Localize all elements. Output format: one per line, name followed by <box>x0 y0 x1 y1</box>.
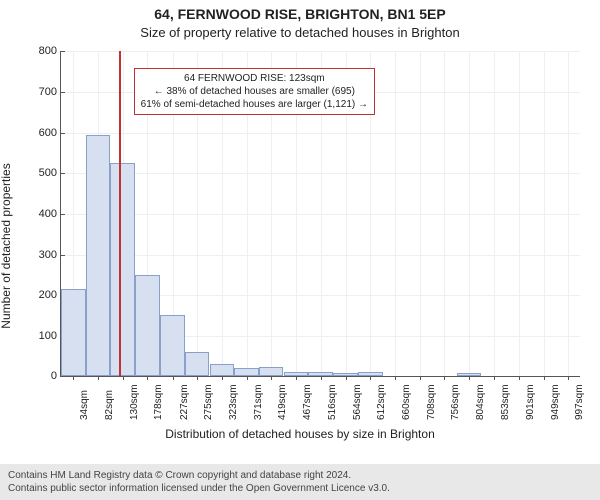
y-tick-label: 500 <box>39 167 61 179</box>
x-tick-mark <box>494 376 495 380</box>
x-tick-mark <box>395 376 396 380</box>
x-tick-label: 467sqm <box>300 385 313 421</box>
y-axis-label: Number of detached properties <box>0 164 13 329</box>
y-tick-label: 700 <box>39 86 61 98</box>
histogram-bar <box>160 315 185 376</box>
histogram-bar <box>86 135 111 377</box>
histogram-bar <box>135 275 160 377</box>
gridline-v <box>544 51 545 376</box>
y-tick-label: 0 <box>51 370 61 382</box>
y-tick-label: 200 <box>39 289 61 301</box>
y-tick-label: 800 <box>39 45 61 57</box>
info-box-line: 61% of semi-detached houses are larger (… <box>141 98 368 111</box>
gridline-v <box>420 51 421 376</box>
y-tick-label: 100 <box>39 330 61 342</box>
footer-line-1: Contains HM Land Registry data © Crown c… <box>8 469 592 482</box>
x-tick-label: 516sqm <box>325 385 338 421</box>
histogram-bar <box>185 352 210 376</box>
x-tick-label: 804sqm <box>473 385 486 421</box>
x-tick-label: 564sqm <box>350 385 363 421</box>
x-tick-mark <box>73 376 74 380</box>
histogram-bar <box>284 372 309 377</box>
x-tick-mark <box>568 376 569 380</box>
page-title: 64, FERNWOOD RISE, BRIGHTON, BN1 5EP <box>10 6 590 24</box>
x-tick-mark <box>123 376 124 380</box>
x-tick-mark <box>346 376 347 380</box>
info-box-line: ← 38% of detached houses are smaller (69… <box>141 85 368 98</box>
x-tick-label: 660sqm <box>399 385 412 421</box>
x-tick-mark <box>321 376 322 380</box>
x-tick-label: 997sqm <box>572 385 585 421</box>
histogram-bar <box>333 373 358 376</box>
x-tick-label: 275sqm <box>201 385 214 421</box>
y-tick-label: 600 <box>39 127 61 139</box>
histogram-bar <box>259 367 284 376</box>
page-subtitle: Size of property relative to detached ho… <box>10 25 590 42</box>
x-tick-mark <box>197 376 198 380</box>
figure-container: 64, FERNWOOD RISE, BRIGHTON, BN1 5EP Siz… <box>0 0 600 500</box>
y-tick-label: 300 <box>39 249 61 261</box>
x-tick-label: 130sqm <box>127 385 140 421</box>
x-tick-label: 901sqm <box>523 385 536 421</box>
footer-line-2: Contains public sector information licen… <box>8 482 592 495</box>
x-tick-label: 853sqm <box>498 385 511 421</box>
x-tick-label: 371sqm <box>251 385 264 421</box>
y-tick-label: 400 <box>39 208 61 220</box>
gridline-v <box>494 51 495 376</box>
x-tick-label: 612sqm <box>374 385 387 421</box>
x-tick-mark <box>271 376 272 380</box>
gridline-v <box>469 51 470 376</box>
info-box-line: 64 FERNWOOD RISE: 123sqm <box>141 72 368 85</box>
x-tick-label: 419sqm <box>275 385 288 421</box>
x-tick-mark <box>173 376 174 380</box>
chart-area: Number of detached properties 0100200300… <box>10 45 590 447</box>
x-tick-mark <box>444 376 445 380</box>
x-tick-label: 178sqm <box>151 385 164 421</box>
x-tick-mark <box>247 376 248 380</box>
histogram-bar <box>61 289 86 376</box>
x-tick-label: 82sqm <box>102 390 115 420</box>
x-tick-mark <box>98 376 99 380</box>
histogram-bar <box>308 372 333 376</box>
x-tick-mark <box>420 376 421 380</box>
gridline-v <box>519 51 520 376</box>
x-tick-mark <box>296 376 297 380</box>
x-tick-label: 323sqm <box>226 385 239 421</box>
histogram-bar <box>110 163 135 376</box>
x-tick-mark <box>544 376 545 380</box>
x-tick-label: 949sqm <box>548 385 561 421</box>
x-tick-mark <box>370 376 371 380</box>
histogram-bar <box>457 373 482 376</box>
gridline-v <box>444 51 445 376</box>
histogram-bar <box>358 372 383 376</box>
x-tick-mark <box>519 376 520 380</box>
x-tick-mark <box>222 376 223 380</box>
info-box: 64 FERNWOOD RISE: 123sqm← 38% of detache… <box>134 68 375 115</box>
gridline-v <box>568 51 569 376</box>
x-tick-label: 708sqm <box>424 385 437 421</box>
x-tick-mark <box>147 376 148 380</box>
histogram-bar <box>210 364 235 376</box>
attribution-footer: Contains HM Land Registry data © Crown c… <box>0 464 600 500</box>
x-tick-label: 756sqm <box>448 385 461 421</box>
x-tick-mark <box>469 376 470 380</box>
marker-line <box>119 51 121 376</box>
gridline-v <box>395 51 396 376</box>
x-axis-label: Distribution of detached houses by size … <box>165 427 435 441</box>
x-tick-label: 227sqm <box>177 385 190 421</box>
x-tick-label: 34sqm <box>77 390 90 420</box>
histogram-plot: 010020030040050060070080034sqm82sqm130sq… <box>60 51 580 377</box>
histogram-bar <box>234 368 259 376</box>
